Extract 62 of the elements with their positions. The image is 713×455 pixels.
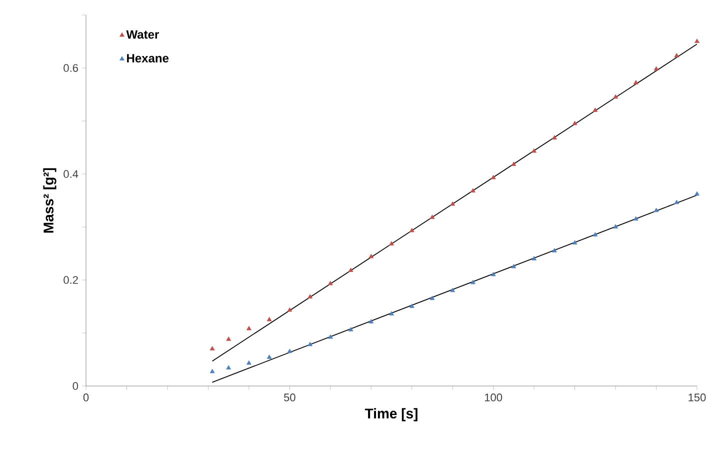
point [694, 191, 700, 196]
point [511, 264, 516, 268]
point [287, 307, 292, 312]
point [654, 208, 659, 212]
point [450, 288, 456, 292]
point [226, 336, 232, 341]
point [572, 120, 578, 126]
point [490, 272, 496, 276]
point [308, 342, 312, 346]
point [613, 224, 618, 228]
point [694, 38, 700, 43]
point [246, 326, 252, 330]
x-axis-title: Time [s] [364, 408, 418, 422]
point [470, 188, 476, 192]
point [511, 162, 516, 166]
x-tick-label: 100 [484, 394, 502, 402]
y-axis-title: Mass² [g²] [43, 168, 56, 233]
point [368, 319, 374, 324]
point [490, 174, 496, 180]
x-tick-label: 0 [83, 394, 89, 402]
x-tick-label: 50 [284, 394, 296, 402]
point [532, 148, 537, 153]
point [210, 346, 215, 350]
point [633, 216, 638, 221]
legend-label: Water [126, 30, 159, 39]
point [409, 228, 414, 232]
point [592, 232, 598, 236]
point [389, 311, 394, 316]
point [389, 241, 394, 246]
point [430, 214, 435, 219]
point [674, 53, 680, 58]
point [308, 294, 312, 298]
point [409, 304, 414, 308]
point [552, 135, 557, 140]
point [287, 348, 292, 354]
point [552, 248, 557, 252]
point [430, 296, 435, 300]
point [633, 80, 638, 84]
point [266, 316, 272, 322]
point [266, 354, 272, 359]
point [348, 327, 354, 332]
point [532, 256, 537, 260]
point [348, 268, 354, 272]
y-tick-label: 0 [72, 382, 78, 390]
point [450, 201, 456, 206]
point [572, 240, 578, 244]
point [210, 368, 215, 374]
point [470, 280, 476, 284]
y-tick-label: 0.2 [64, 276, 78, 284]
point [226, 365, 232, 370]
point [654, 66, 659, 71]
legend-label: Hexane [127, 54, 169, 62]
point [246, 360, 252, 365]
y-tick-label: 0.6 [64, 64, 78, 72]
y-tick-label: 0.4 [64, 170, 78, 178]
point [592, 108, 598, 112]
point [328, 280, 333, 286]
point [674, 200, 680, 204]
point [613, 94, 618, 99]
point [328, 334, 333, 339]
x-tick-label: 150 [688, 394, 706, 402]
point [368, 254, 374, 258]
